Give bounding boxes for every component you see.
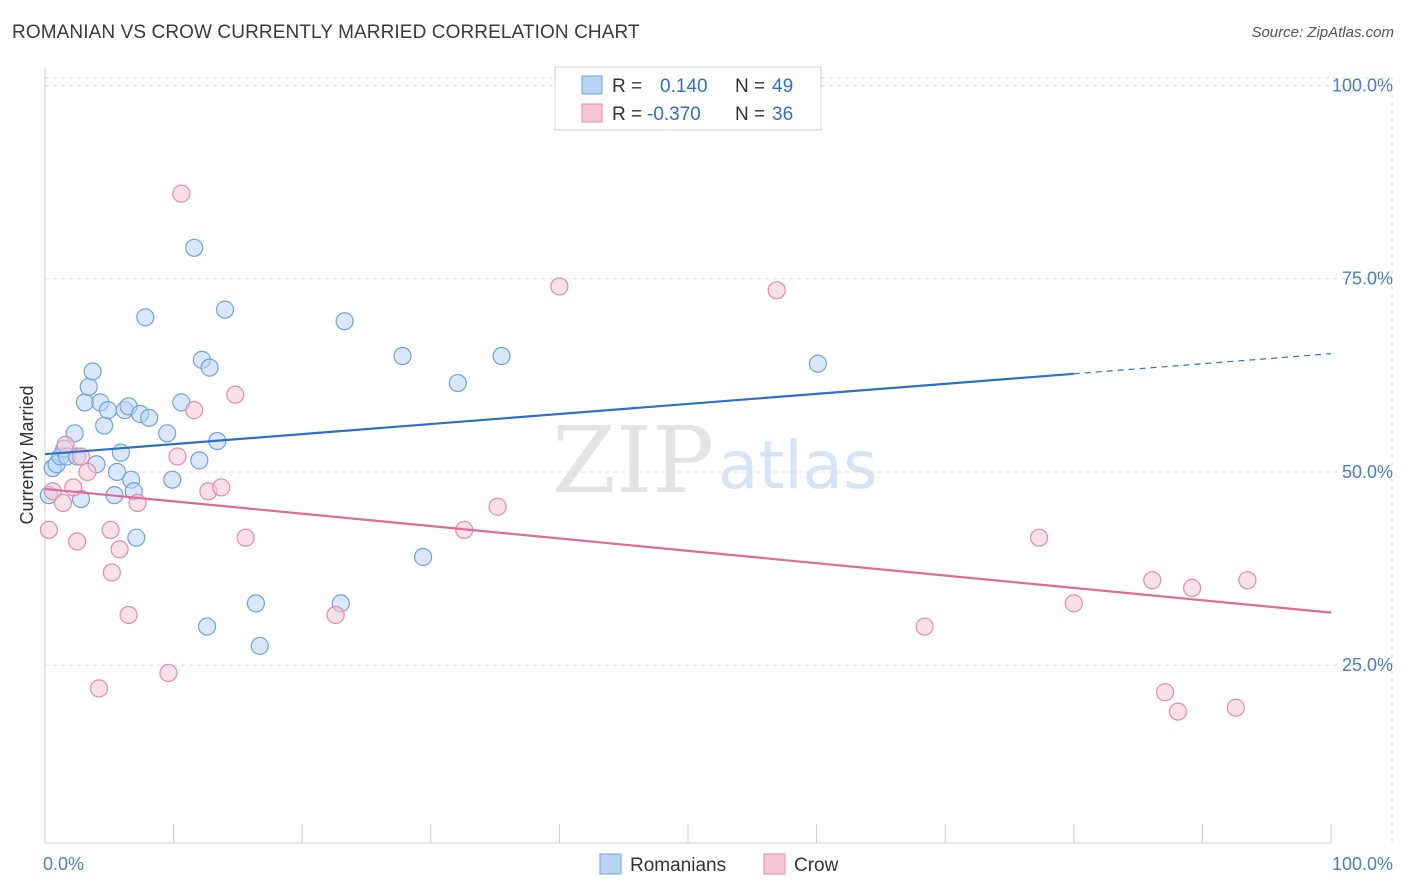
data-point <box>119 605 138 625</box>
data-point <box>915 617 934 636</box>
y-tick-label: 100.0% <box>1332 75 1393 95</box>
data-point <box>1064 594 1083 613</box>
data-point <box>110 540 129 559</box>
data-point <box>168 447 187 466</box>
legend-n-label: N = <box>735 104 765 125</box>
data-point <box>158 424 177 443</box>
axes <box>44 68 1332 844</box>
top-legend: R = 0.140 N = 49 R = -0.370 N = 36 <box>554 66 822 131</box>
legend-swatch-pink <box>581 103 603 123</box>
chart-title: ROMANIAN VS CROW CURRENTLY MARRIED CORRE… <box>12 22 640 43</box>
watermark: ZIP atlas <box>552 407 878 514</box>
data-point <box>98 401 118 420</box>
data-point <box>163 470 182 489</box>
y-tick-label: 50.0% <box>1342 462 1393 482</box>
data-point <box>326 605 345 625</box>
series-crow <box>39 184 1257 721</box>
data-point <box>1156 683 1175 702</box>
data-point <box>197 617 217 636</box>
legend-swatch-blue <box>581 75 603 95</box>
data-point <box>101 520 120 540</box>
data-point <box>492 346 511 366</box>
data-point <box>95 416 114 435</box>
data-point <box>393 346 412 366</box>
data-point <box>1238 571 1257 590</box>
data-point <box>68 532 87 551</box>
data-point <box>1226 698 1245 717</box>
data-point <box>83 362 102 381</box>
data-point <box>159 663 178 683</box>
data-point <box>1168 702 1188 721</box>
data-point <box>78 462 97 482</box>
legend-n-value: 49 <box>772 76 793 97</box>
x-tick-labels: 0.0% 100.0% <box>43 854 1393 874</box>
watermark-zip: ZIP <box>552 407 714 514</box>
data-point <box>215 300 235 319</box>
bottom-legend: Romanians Crow <box>599 853 839 876</box>
data-point <box>250 636 269 655</box>
data-point <box>448 373 467 393</box>
data-point <box>172 184 191 203</box>
data-points <box>39 184 1257 721</box>
data-point <box>1029 528 1049 547</box>
data-point <box>236 528 255 547</box>
source-label: Source: ZipAtlas.com <box>1251 24 1394 41</box>
y-tick-label: 25.0% <box>1342 655 1393 675</box>
y-tick-label: 75.0% <box>1342 269 1393 289</box>
data-point <box>767 281 786 300</box>
data-point <box>413 547 433 567</box>
data-point <box>550 277 569 296</box>
legend-r-label: R = <box>612 76 642 97</box>
data-point <box>1183 578 1202 598</box>
legend-n-label: N = <box>735 76 765 97</box>
bottom-legend-swatch-romanians <box>599 853 622 875</box>
watermark-atlas: atlas <box>718 427 878 504</box>
data-point <box>185 238 204 257</box>
legend-r-label: R = <box>612 104 642 125</box>
bottom-legend-swatch-crow <box>763 853 786 875</box>
trend-line-romanians-extension <box>1073 353 1332 375</box>
data-point <box>79 377 98 397</box>
data-point <box>39 520 58 540</box>
data-point <box>200 358 219 377</box>
y-axis-label: Currently Married <box>17 385 37 524</box>
bottom-legend-label-crow: Crow <box>794 855 839 876</box>
legend-r-value: 0.140 <box>660 76 708 97</box>
data-point <box>185 401 204 420</box>
data-point <box>1143 571 1162 590</box>
data-point <box>488 497 507 516</box>
trend-line-romanians <box>44 372 1074 456</box>
data-point <box>212 478 231 497</box>
data-point <box>107 462 127 482</box>
data-point <box>64 478 83 497</box>
data-point <box>56 435 75 455</box>
data-point <box>335 312 354 331</box>
data-point <box>89 679 109 698</box>
data-point <box>102 563 121 582</box>
data-point <box>75 393 94 412</box>
data-point <box>808 354 827 373</box>
y-tick-labels: 25.0% 50.0% 75.0% 100.0% <box>1332 75 1393 675</box>
data-point <box>140 408 159 427</box>
data-point <box>136 308 155 327</box>
data-point <box>226 385 245 404</box>
legend-n-value: 36 <box>772 104 793 125</box>
legend-r-value: -0.370 <box>647 104 701 125</box>
data-point <box>127 528 146 547</box>
data-point <box>246 594 266 613</box>
trend-lines <box>44 353 1332 614</box>
data-point <box>53 493 73 512</box>
x-tick-label: 0.0% <box>43 854 84 874</box>
data-point <box>190 451 209 470</box>
trend-line-crow <box>44 487 1332 614</box>
x-tick-label: 100.0% <box>1332 854 1393 874</box>
bottom-legend-label-romanians: Romanians <box>630 855 726 876</box>
